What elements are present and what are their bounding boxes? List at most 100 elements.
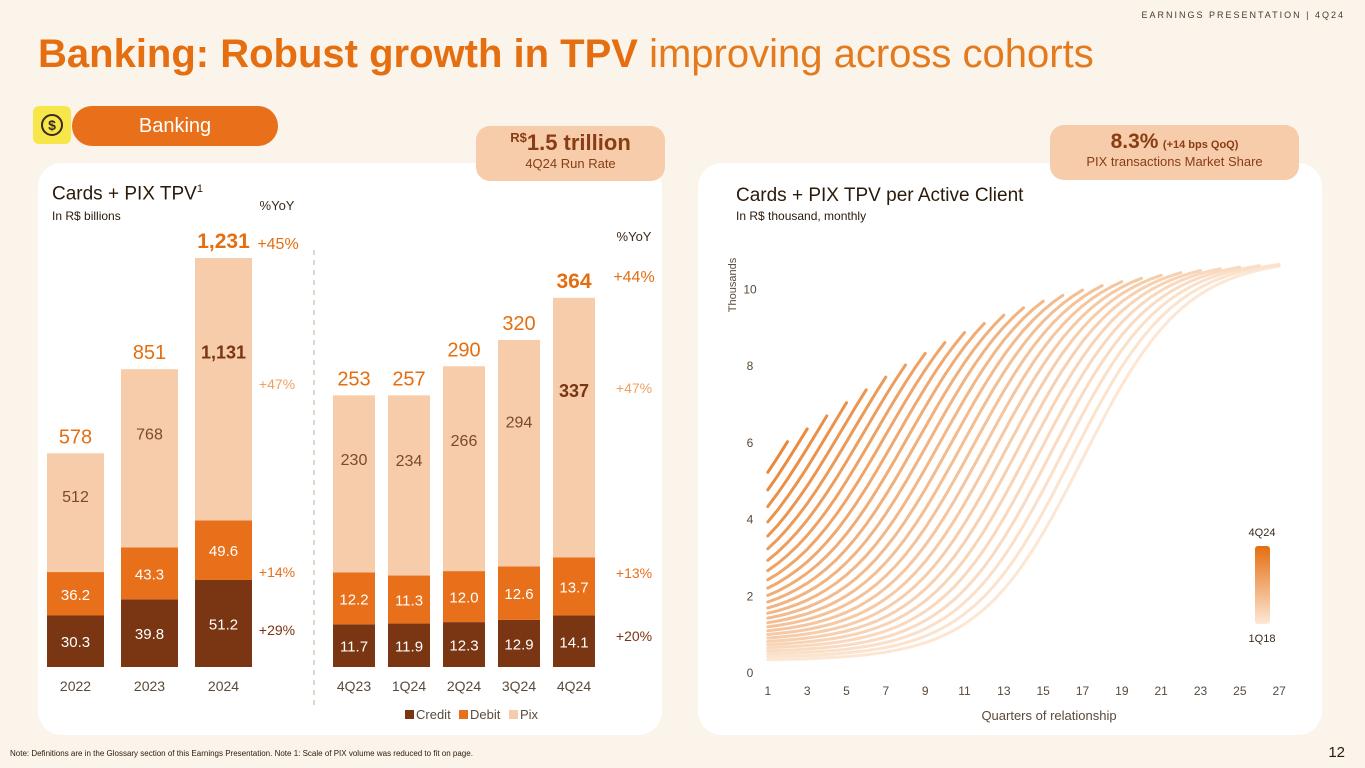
label-credit: 11.9 xyxy=(395,638,423,655)
yoy-annual-debit: +14% xyxy=(259,564,295,580)
label-pix: 768 xyxy=(136,426,163,443)
cohort-line xyxy=(766,263,1281,659)
cohort-line xyxy=(766,276,1143,636)
svg-text:$: $ xyxy=(48,117,56,133)
cohort-line xyxy=(766,299,1045,615)
label-total: 578 xyxy=(59,426,92,448)
bar-credit xyxy=(498,619,540,667)
y-tick-label: 4 xyxy=(747,513,754,527)
bar-pix xyxy=(333,395,375,573)
left-chart-title: Cards + PIX TPV1 xyxy=(52,183,203,205)
legend-swatch xyxy=(509,710,518,719)
cohort-line xyxy=(766,284,1104,629)
currency-label: R$ xyxy=(510,130,527,145)
cohort-line xyxy=(766,388,868,538)
label-credit: 14.1 xyxy=(559,634,588,651)
label-total: 257 xyxy=(392,368,425,390)
x-tick-label: 3Q24 xyxy=(502,678,536,694)
x-tick-label: 1 xyxy=(764,684,771,698)
label-pix: 294 xyxy=(506,414,533,431)
label-total: 320 xyxy=(502,313,535,335)
section-pill: Banking xyxy=(72,106,278,146)
bar-credit xyxy=(121,599,178,667)
label-pix: 1,131 xyxy=(201,343,246,363)
x-tick-label: 9 xyxy=(922,684,929,698)
cohort-line xyxy=(766,313,1006,604)
x-tick-label: 3 xyxy=(804,684,811,698)
yoy-quarterly-debit: +13% xyxy=(616,565,652,581)
label-debit: 43.3 xyxy=(135,566,164,583)
bar-pix xyxy=(388,395,430,576)
y-tick-label: 0 xyxy=(747,666,754,680)
page-number: 12 xyxy=(1328,744,1345,761)
cohort-line xyxy=(766,269,1202,647)
title-bold: Banking: Robust growth in TPV xyxy=(38,32,638,76)
run-rate-badge: R$1.5 trillion 4Q24 Run Rate xyxy=(476,126,665,181)
cohort-line xyxy=(766,288,1084,625)
cohort-gradient-bar xyxy=(1255,546,1270,624)
cohort-line xyxy=(766,280,1124,633)
cohort-line xyxy=(766,267,1222,650)
label-credit: 12.9 xyxy=(504,636,533,653)
x-tick-label: 11 xyxy=(958,684,971,698)
run-rate-value: 1.5 trillion xyxy=(526,130,631,155)
label-debit: 11.3 xyxy=(395,593,423,610)
y-tick-label: 10 xyxy=(743,282,757,296)
x-tick-label: 2023 xyxy=(134,678,165,694)
label-debit: 12.6 xyxy=(504,586,533,603)
y-tick-label: 6 xyxy=(747,436,754,450)
label-credit: 39.8 xyxy=(135,626,164,643)
bar-debit xyxy=(47,572,104,616)
cohort-line xyxy=(766,306,1025,610)
label-credit: 30.3 xyxy=(61,634,90,651)
right-chart-subtitle: In R$ thousand, monthly xyxy=(736,209,867,223)
label-debit: 12.0 xyxy=(449,590,478,607)
bar-pix xyxy=(443,366,485,572)
x-tick-label: 15 xyxy=(1036,684,1050,698)
label-credit: 51.2 xyxy=(209,616,238,633)
bar-pix xyxy=(498,339,540,567)
label-total: 290 xyxy=(447,339,480,361)
page-title: Banking: Robust growth in TPV improving … xyxy=(38,32,1094,77)
cohort-line xyxy=(766,427,809,492)
footnote: Note: Definitions are in the Glossary se… xyxy=(10,749,473,758)
cohort-line xyxy=(766,375,888,551)
x-tick-label: 4Q24 xyxy=(557,678,591,694)
yoy-annual-pix: +47% xyxy=(259,376,295,392)
yoy-quarterly-credit: +20% xyxy=(616,628,652,644)
bar-pix xyxy=(553,297,595,558)
x-tick-label: 21 xyxy=(1154,684,1168,698)
cohort-line xyxy=(766,414,829,508)
cohort-line xyxy=(766,273,1163,640)
right-chart-title: Cards + PIX TPV per Active Client xyxy=(736,185,1024,206)
bar-credit xyxy=(388,623,430,667)
bar-debit xyxy=(553,557,595,616)
label-debit: 13.7 xyxy=(559,579,588,596)
yoy-quarterly-pix: +47% xyxy=(616,380,652,396)
legend-label: Credit xyxy=(416,707,451,722)
cohort-line xyxy=(766,331,966,590)
yoy-annual-credit: +29% xyxy=(259,622,295,638)
label-credit: 11.7 xyxy=(340,639,368,656)
x-tick-label: 25 xyxy=(1233,684,1247,698)
label-debit: 12.2 xyxy=(339,591,368,608)
cohort-line xyxy=(766,271,1183,643)
label-pix: 234 xyxy=(396,453,423,470)
label-credit: 12.3 xyxy=(449,638,478,655)
bar-credit xyxy=(47,615,104,667)
cohort-line xyxy=(766,265,1242,653)
cohort-line xyxy=(766,264,1261,656)
cohort-line xyxy=(766,293,1065,620)
y-axis-label: Thousands xyxy=(727,257,739,312)
run-rate-caption: 4Q24 Run Rate xyxy=(525,156,616,171)
yoy-header-annual: %YoY xyxy=(260,198,295,213)
bar-pix xyxy=(121,369,178,548)
title-light: improving across cohorts xyxy=(637,32,1094,76)
label-total: 851 xyxy=(133,342,166,364)
x-axis-label: Quarters of relationship xyxy=(981,708,1116,723)
market-share-delta: (+14 bps QoQ) xyxy=(1162,139,1239,151)
bar-debit xyxy=(121,547,178,600)
market-share-badge: 8.3% (+14 bps QoQ) PIX transactions Mark… xyxy=(1050,125,1299,180)
yoy-annual-total: +45% xyxy=(257,236,298,253)
